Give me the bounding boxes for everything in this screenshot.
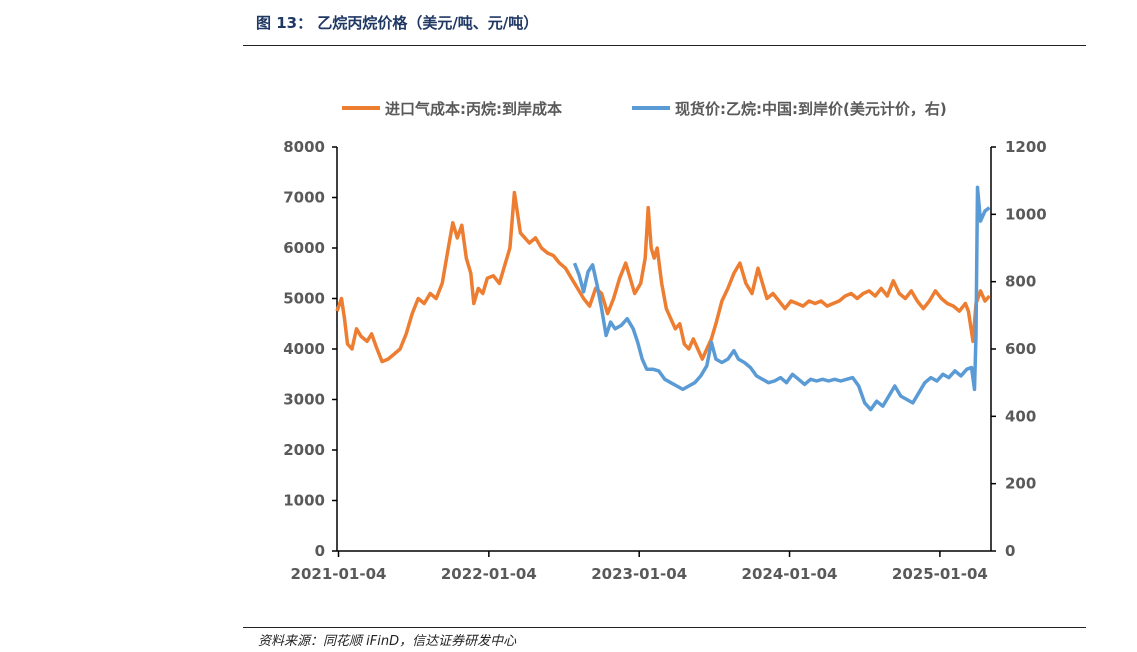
legend-label-ethane: 现货价:乙烷:中国:到岸价(美元计价，右) xyxy=(675,100,947,118)
left-tick-label: 1000 xyxy=(283,492,325,510)
x-tick-label: 2024-01-04 xyxy=(742,565,838,583)
right-tick-label: 1000 xyxy=(1005,205,1047,223)
series-line-propane xyxy=(335,190,991,364)
left-tick-label: 8000 xyxy=(283,138,325,156)
x-tick-label: 2023-01-04 xyxy=(591,565,687,583)
bottom-divider xyxy=(243,627,1086,628)
left-tick-label: 5000 xyxy=(283,290,325,308)
x-axis-ticks: 2021-01-04 2022-01-04 2023-01-04 2024-01-04… xyxy=(291,551,988,583)
left-tick-label: 6000 xyxy=(283,239,325,257)
left-tick-label: 0 xyxy=(315,542,325,560)
figure-title: 图 13： 乙烷丙烷价格（美元/吨、元/吨） xyxy=(256,14,539,32)
x-tick-label: 2021-01-04 xyxy=(291,565,387,583)
right-axis-ticks: 0 200 400 600 800 1000 1200 xyxy=(991,138,1047,560)
left-tick-label: 2000 xyxy=(283,441,325,459)
series-line-ethane xyxy=(572,185,991,412)
right-tick-label: 0 xyxy=(1005,542,1015,560)
x-tick-label: 2025-01-04 xyxy=(892,565,988,583)
right-tick-label: 600 xyxy=(1005,340,1036,358)
right-tick-label: 800 xyxy=(1005,273,1036,291)
left-tick-label: 4000 xyxy=(283,340,325,358)
right-tick-label: 1200 xyxy=(1005,138,1047,156)
left-tick-label: 7000 xyxy=(283,189,325,207)
legend-label-propane: 进口气成本:丙烷:到岸成本 xyxy=(385,100,562,118)
source-note: 资料来源：同花顺 iFinD，信达证券研发中心 xyxy=(258,634,517,649)
right-tick-label: 200 xyxy=(1005,475,1036,493)
left-axis-ticks: 0 1000 2000 3000 4000 5000 6000 7000 8000 xyxy=(283,138,337,560)
right-tick-label: 400 xyxy=(1005,407,1036,425)
x-tick-label: 2022-01-04 xyxy=(441,565,537,583)
top-divider xyxy=(243,45,1086,46)
legend: 进口气成本:丙烷:到岸成本 现货价:乙烷:中国:到岸价(美元计价，右) xyxy=(342,100,947,118)
left-tick-label: 3000 xyxy=(283,391,325,409)
